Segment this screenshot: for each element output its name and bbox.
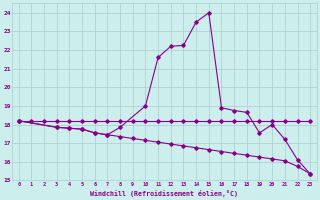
X-axis label: Windchill (Refroidissement éolien,°C): Windchill (Refroidissement éolien,°C)	[91, 190, 238, 197]
